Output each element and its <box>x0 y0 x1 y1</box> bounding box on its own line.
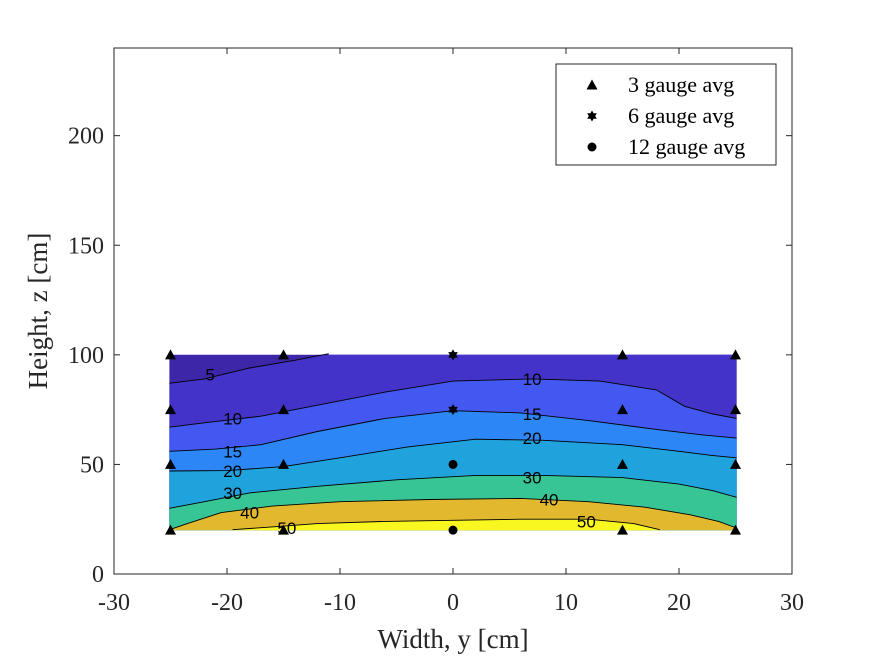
y-axis: 0 50 100 150 200 <box>68 124 792 588</box>
data-point-triangle <box>278 404 289 415</box>
x-axis: -30 -20 -10 0 10 20 30 <box>98 48 804 616</box>
contour-label: 30 <box>223 484 242 503</box>
contour-label: 10 <box>523 370 542 389</box>
contour-line-c5 <box>169 353 329 384</box>
x-tick-label: 0 <box>447 590 459 616</box>
data-markers <box>165 349 741 535</box>
legend-marker-circle <box>587 142 597 152</box>
legend-marker-triangle <box>586 79 598 90</box>
data-point-triangle <box>617 458 628 469</box>
contour-line-c40 <box>169 497 737 531</box>
contour-label: 20 <box>223 462 242 481</box>
contour-label: 15 <box>523 405 542 424</box>
y-tick-label: 50 <box>80 452 104 478</box>
y-axis-title: Height, z [cm] <box>23 233 53 390</box>
contour-label: 10 <box>223 409 242 428</box>
contour-band-band_50_up <box>232 519 660 531</box>
x-tick-label: 10 <box>554 590 578 616</box>
contour-label: 15 <box>223 442 242 461</box>
legend: 3 gauge avg 6 gauge avg 12 gauge avg <box>555 63 777 166</box>
contour-label: 40 <box>240 504 259 523</box>
legend-entry: 12 gauge avg <box>628 134 745 159</box>
data-point-triangle <box>617 404 628 415</box>
data-point-triangle <box>278 458 289 469</box>
contour-label: 50 <box>277 519 296 538</box>
contour-label: 30 <box>523 469 542 488</box>
legend-marker-star <box>587 110 597 122</box>
contour-label: 40 <box>540 490 559 509</box>
y-tick-label: 0 <box>92 562 104 588</box>
data-point-triangle <box>730 349 741 360</box>
x-tick-label: 20 <box>667 590 691 616</box>
x-tick-label: -30 <box>98 590 130 616</box>
legend-entry: 6 gauge avg <box>628 103 734 128</box>
y-tick-label: 200 <box>68 124 104 150</box>
legend-entry: 3 gauge avg <box>628 72 734 97</box>
data-point-triangle <box>165 404 176 415</box>
x-tick-label: 30 <box>780 590 804 616</box>
data-point-triangle <box>278 349 289 360</box>
data-point-triangle <box>730 404 741 415</box>
data-point-triangle <box>617 349 628 360</box>
data-point-triangle <box>730 458 741 469</box>
data-point-star <box>448 349 458 361</box>
data-point-star <box>448 404 458 416</box>
data-point-triangle <box>730 524 741 535</box>
contour-label: 20 <box>523 429 542 448</box>
contour-lines <box>169 353 737 531</box>
y-tick-label: 100 <box>68 343 104 369</box>
data-point-triangle <box>165 349 176 360</box>
contour-label: 50 <box>577 512 596 531</box>
contour-bands <box>169 353 737 531</box>
contour-line-c20 <box>169 438 737 472</box>
x-tick-label: -10 <box>324 590 356 616</box>
contour-line-c10 <box>169 378 737 428</box>
data-point-triangle <box>165 458 176 469</box>
contour-label: 5 <box>205 366 214 385</box>
y-tick-label: 150 <box>68 233 104 259</box>
data-point-circle <box>448 525 458 535</box>
contour-line-c50 <box>232 518 660 531</box>
data-point-triangle <box>165 524 176 535</box>
x-tick-label: -20 <box>211 590 243 616</box>
contour-line-c30 <box>169 474 737 509</box>
data-point-triangle <box>278 524 289 535</box>
x-axis-title: Width, y [cm] <box>377 624 528 654</box>
data-point-circle <box>448 459 458 469</box>
data-point-triangle <box>617 524 628 535</box>
